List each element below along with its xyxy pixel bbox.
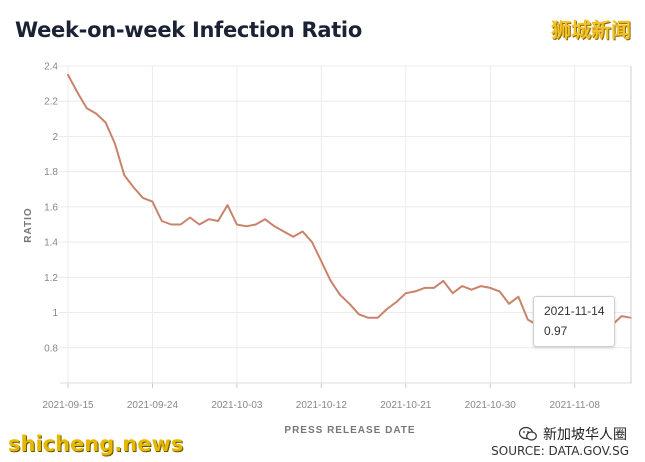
grid-lines: [58, 65, 631, 388]
x-tick-label: 2021-10-12: [296, 400, 348, 411]
tooltip-date: 2021-11-14: [544, 304, 605, 318]
y-tick-label: 2.4: [44, 62, 58, 73]
data-tooltip: 2021-11-14 0.97: [533, 296, 615, 347]
x-tick-label: 2021-09-15: [42, 400, 94, 411]
tooltip-value: 0.97: [544, 324, 568, 338]
x-tick-label: 2021-10-03: [211, 400, 263, 411]
x-tick-label: 2021-09-24: [127, 400, 179, 411]
y-tick-label: 1: [52, 308, 58, 319]
x-tick-label: 2021-10-30: [465, 400, 517, 411]
watermark-bottom-left: shicheng.news: [8, 432, 184, 456]
source-label: SOURCE: DATA.GOV.SG: [491, 444, 629, 458]
x-axis-label: PRESS RELEASE DATE: [284, 425, 415, 436]
y-tick-label: 0.8: [44, 343, 58, 354]
wechat-icon: [519, 426, 537, 441]
y-tick-label: 1.4: [44, 238, 58, 249]
y-tick-label: 1.6: [44, 202, 58, 213]
y-tick-label: 1.8: [44, 167, 58, 178]
y-axis-label: RATIO: [23, 207, 34, 242]
watermark-top-right: 狮城新闻: [551, 18, 631, 42]
chart-title: Week-on-week Infection Ratio: [15, 18, 362, 42]
y-tick-label: 1.2: [44, 273, 58, 284]
y-tick-label: 2.2: [44, 97, 58, 108]
x-tick-label: 2021-10-21: [380, 400, 432, 411]
y-tick-labels: 0.8 1 1.2 1.4 1.6 1.8 2 2.2 2.4: [44, 62, 58, 355]
watermark-bottom-right-text: 新加坡华人圈: [543, 427, 627, 443]
x-tick-labels: 2021-09-15 2021-09-24 2021-10-03 2021-10-12…: [42, 400, 600, 411]
watermark-bottom-right: 新加坡华人圈: [519, 424, 627, 444]
y-tick-label: 2: [52, 132, 58, 143]
x-tick-label: 2021-11-08: [549, 400, 600, 411]
